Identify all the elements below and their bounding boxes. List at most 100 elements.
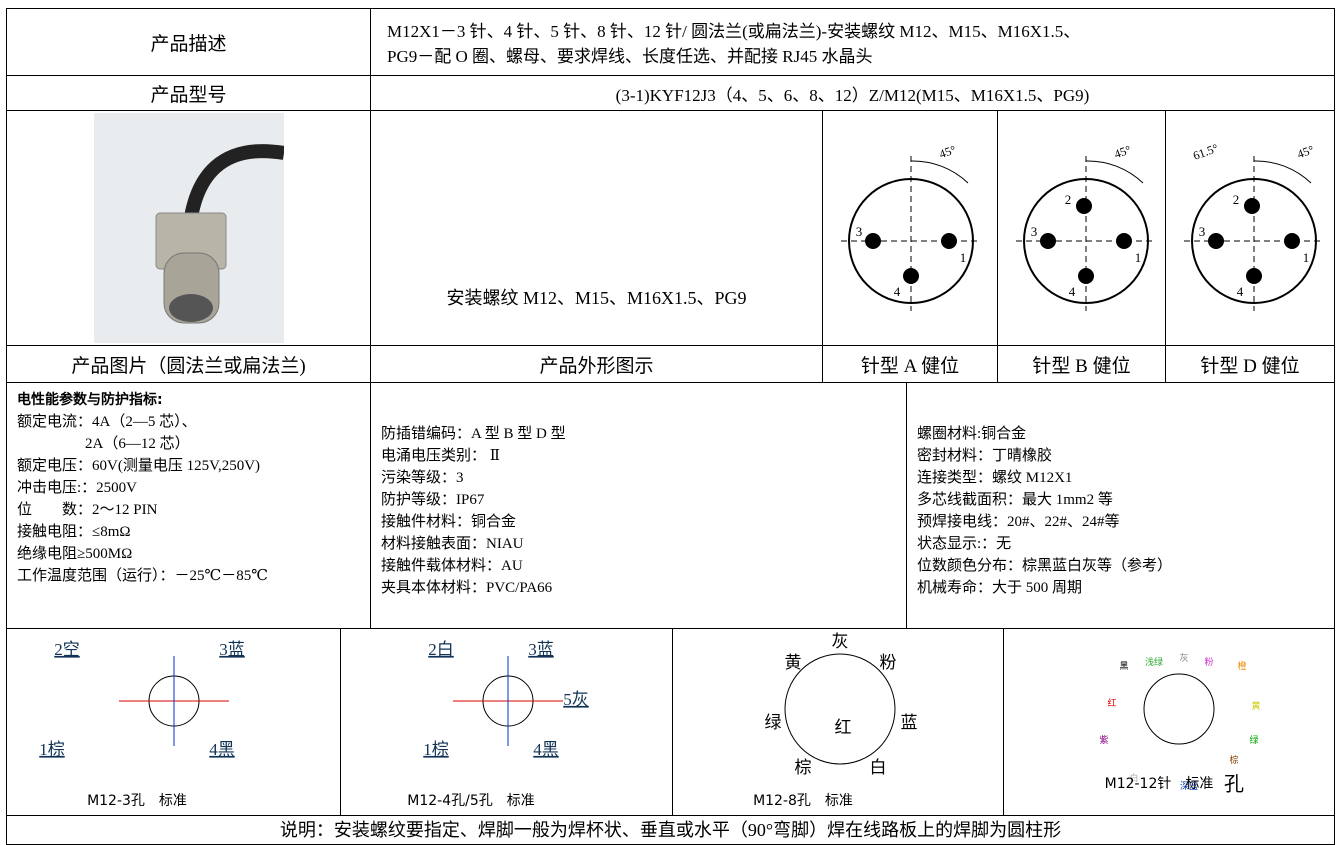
description-label: 产品描述 xyxy=(6,8,371,76)
wiring-caption-suffix: 孔 xyxy=(1224,773,1244,796)
pin-cell: 1 2 3 4 61.5° 45° xyxy=(1165,110,1335,346)
pin-number: 3 xyxy=(1031,224,1038,239)
model: (3-1)KYF12J3（4、5、6、8、12）Z/M12(M15、M16X1.… xyxy=(370,75,1335,111)
pin-number: 1 xyxy=(1135,250,1142,265)
caption: 产品外形图示 xyxy=(370,345,823,383)
wire-label: 粉 xyxy=(1204,656,1213,667)
pin-number: 4 xyxy=(1237,284,1244,299)
wire-label: 红 xyxy=(1107,697,1116,708)
param-line: 夹具本体材料：PVC/PA66 xyxy=(381,580,553,596)
pin xyxy=(1244,198,1260,214)
param-line: 位 数：2～12 PIN xyxy=(17,502,158,518)
description-line: PG9－配 O 圈、螺母、要求焊线、长度任选、并配接 RJ45 水晶头 xyxy=(387,47,873,66)
wiring-cell: 灰黄 粉绿 红 蓝棕 白 M12-8孔 标准 xyxy=(672,628,1004,816)
wire-label: 棕 xyxy=(795,758,812,777)
caption: 产品图片（圆法兰或扁法兰) xyxy=(6,345,371,383)
wiring-cell: 2空 3蓝 1棕 4黑 M12-3孔 标准 xyxy=(6,628,341,816)
pin xyxy=(865,233,881,249)
param-line: 工作温度范围（运行）：－25℃－85℃ xyxy=(17,568,269,584)
pin-number: 1 xyxy=(960,250,967,265)
wire-label: 4黑 xyxy=(533,740,559,759)
param-line: 接触件材料：铜合金 xyxy=(381,514,517,530)
param-line: 多芯线截面积：最大 1mm2 等 xyxy=(917,492,1113,508)
param-line: 电涌电压类别： Ⅱ xyxy=(381,448,500,464)
wiring-cell: 2白 3蓝 5灰 1棕 4黑 M12-4孔/5孔 标准 xyxy=(340,628,673,816)
product-photo xyxy=(93,113,284,343)
wire-label: 蓝 xyxy=(901,713,918,732)
caption: 针型 A 健位 xyxy=(822,345,998,383)
pin-diagram: 1 3 4 45° xyxy=(841,142,981,311)
params-cell: 电性能参数与防护指标: 额定电流：4A（2—5 芯）、 2A（6—12 芯） 额定电压… xyxy=(6,382,371,629)
angle-label: 45° xyxy=(1112,142,1133,161)
wire-label: 深蓝 xyxy=(1180,780,1198,791)
wire-label: 白 xyxy=(1129,772,1138,783)
param-line: 2A（6—12 芯） xyxy=(85,436,190,452)
param-line: 冲击电压:：2500V xyxy=(17,480,138,496)
pin-number: 4 xyxy=(1069,284,1076,299)
param-line: 防插错编码：A 型 B 型 D 型 xyxy=(381,426,566,442)
param-line: 位数颜色分布：棕黑蓝白灰等（参考） xyxy=(917,558,1173,574)
wire-label: 1棕 xyxy=(423,740,449,759)
param-line: 密封材料：丁晴橡胶 xyxy=(917,448,1053,464)
param-line: 预焊接电线：20#、22#、24#等 xyxy=(917,514,1120,530)
description-cell: M12X1－3 针、4 针、5 针、8 针、12 针/ 圆法兰(或扁法兰)-安装… xyxy=(370,8,1335,76)
wire-label: 黄 xyxy=(1251,700,1260,711)
pin xyxy=(903,268,919,284)
angle-label: 45° xyxy=(937,142,958,161)
wiring-caption: M12-3孔 标准 xyxy=(87,793,187,809)
pin-diagram: 1 2 3 4 61.5° 45° xyxy=(1184,141,1324,311)
wire-label: 3蓝 xyxy=(219,640,245,659)
pin xyxy=(1284,233,1300,249)
angle-arc xyxy=(1253,160,1312,184)
pin-number: 3 xyxy=(1199,224,1206,239)
wire-label: 浅绿 xyxy=(1145,656,1163,667)
params-cell: 螺圈材料:铜合金密封材料：丁晴橡胶连接类型：螺纹 M12X1 多芯线截面积：最大 … xyxy=(906,382,1335,629)
outline-text: 安装螺纹 M12、M15、M16X1.5、PG9 xyxy=(370,110,823,346)
wiring-diagram: 2白 3蓝 5灰 1棕 4黑 M12-4孔/5孔 标准 xyxy=(407,640,588,809)
pin xyxy=(1076,198,1092,214)
wiring-caption: M12-8孔 标准 xyxy=(753,793,853,809)
wire-label: 白 xyxy=(870,758,887,777)
wire-label: 红 xyxy=(835,718,852,737)
wire-label: 1棕 xyxy=(39,740,65,759)
wire-label: 2白 xyxy=(428,640,454,659)
param-line: 污染等级：3 xyxy=(381,470,464,486)
param-line: 螺圈材料:铜合金 xyxy=(917,426,1027,442)
pin xyxy=(1040,233,1056,249)
pin xyxy=(1246,268,1262,284)
param-line: 连接类型：螺纹 M12X1 xyxy=(917,470,1073,486)
param-line: 接触电阻：≤8mΩ xyxy=(17,524,131,540)
caption: 针型 B 健位 xyxy=(997,345,1166,383)
pin xyxy=(941,233,957,249)
param-line: 额定电压：60V(测量电压 125V,250V) xyxy=(17,458,261,474)
wire-label: 灰 xyxy=(1179,652,1188,663)
wire-label: 3蓝 xyxy=(528,640,554,659)
wire-label: 4黑 xyxy=(209,740,235,759)
note: 说明：安装螺纹要指定、焊脚一般为焊杯状、垂直或水平（90°弯脚）焊在线路板上的焊… xyxy=(6,815,1335,845)
param-line: 机械寿命：大于 500 周期 xyxy=(917,580,1083,596)
params-cell: 防插错编码：A 型 B 型 D 型电涌电压类别： Ⅱ 污染等级：3 防护等级：IP6… xyxy=(370,382,907,629)
wire-label: 绿 xyxy=(765,713,782,732)
pin-number: 3 xyxy=(856,224,863,239)
pin-cell: 1 2 3 4 45° xyxy=(997,110,1166,346)
wire-label: 粉 xyxy=(880,653,897,672)
pin-number: 2 xyxy=(1065,192,1072,207)
wiring-diagram: 灰黄 粉绿 红 蓝棕 白 M12-8孔 标准 xyxy=(753,632,918,809)
wire-label: 橙 xyxy=(1237,660,1246,671)
connector-outline xyxy=(1143,673,1215,745)
description-line: M12X1－3 针、4 针、5 针、8 针、12 针/ 圆法兰(或扁法兰)-安装… xyxy=(387,22,1081,41)
model-label: 产品型号 xyxy=(6,75,371,111)
param-line: 额定电流：4A（2—5 芯）、 xyxy=(17,414,197,430)
wiring-diagram: 黑 浅绿 灰 粉 橙红 黄紫 绿棕白深蓝M12-12针 标准孔 xyxy=(1099,652,1260,796)
wiring-caption: M12-12针 标准 xyxy=(1105,776,1214,792)
pin xyxy=(1116,233,1132,249)
wiring-caption: M12-4孔/5孔 标准 xyxy=(407,793,534,809)
param-line: 绝缘电阻≥500MΩ xyxy=(17,546,133,562)
param-line: 材料接触表面：NIAU xyxy=(381,536,524,552)
param-line: 防护等级：IP67 xyxy=(381,492,485,508)
pin-cell: 1 3 4 45° xyxy=(822,110,998,346)
wire-label: 绿 xyxy=(1249,734,1258,745)
pin xyxy=(1208,233,1224,249)
caption: 针型 D 健位 xyxy=(1165,345,1335,383)
param-line: 接触件载体材料：AU xyxy=(381,558,523,574)
